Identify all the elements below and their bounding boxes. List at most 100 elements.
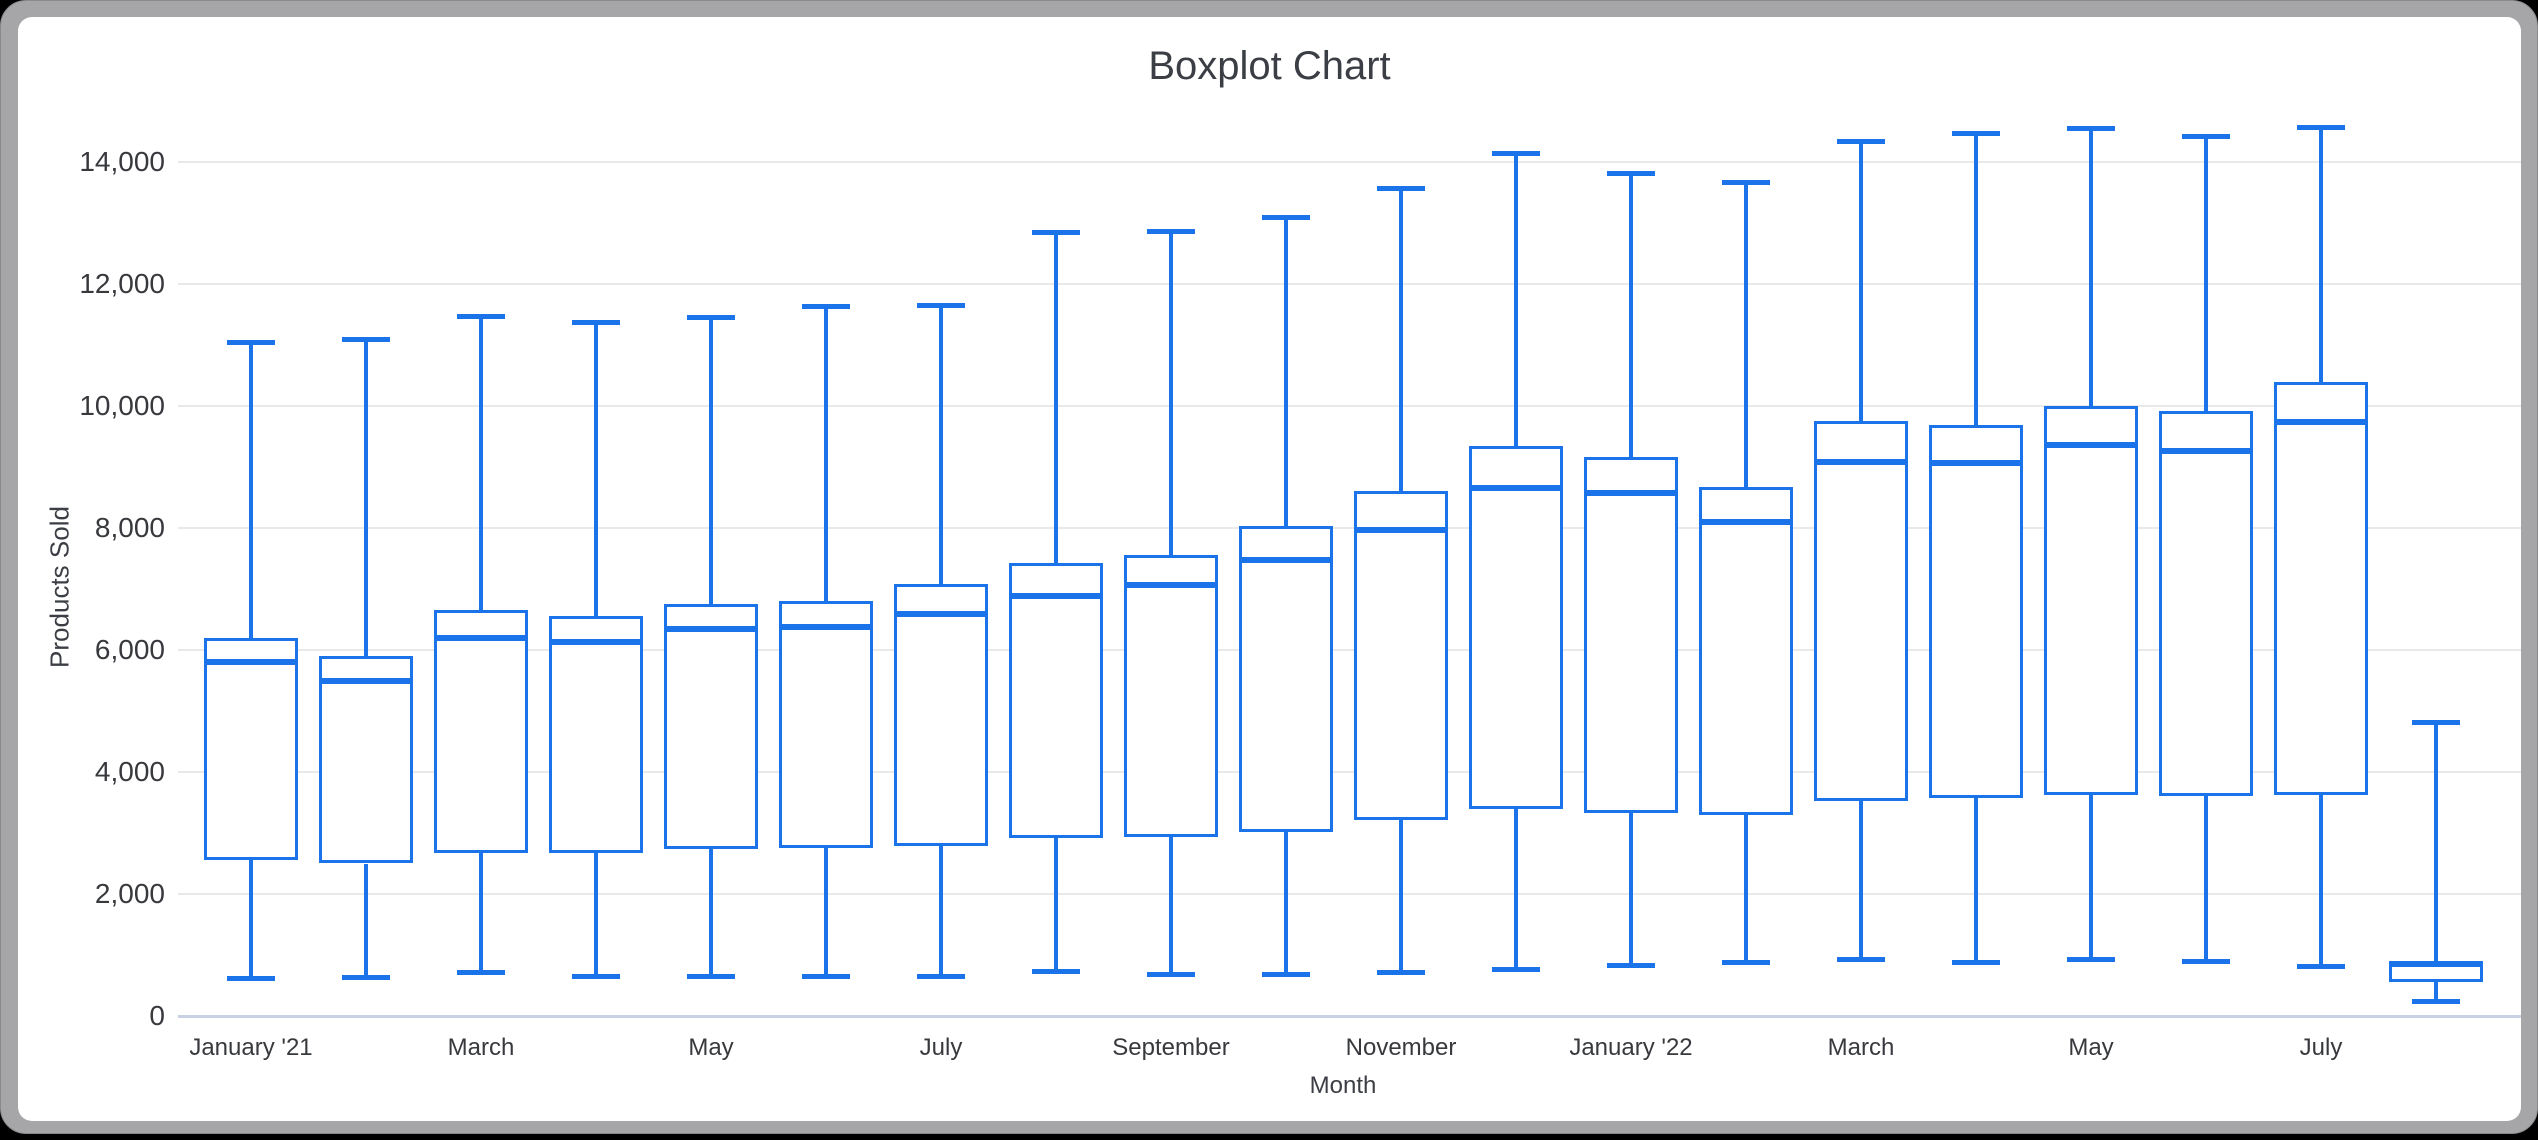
x-tick-label-7: July [919,1034,963,1061]
max-whisker-cap [1377,185,1425,191]
upper-whisker-line [1744,181,1748,488]
iqr-box [2159,410,2253,797]
min-whisker-cap [1722,960,1770,965]
min-whisker-cap [342,974,390,980]
median-line [779,624,873,631]
median-line [1929,460,2023,467]
min-whisker-cap [917,973,965,979]
iqr-box [894,584,988,847]
iqr-box [1009,563,1103,838]
median-line [1814,459,1908,466]
chart-title: Boxplot Chart [1148,44,1391,88]
median-line [894,611,988,617]
upper-whisker-line [709,316,713,605]
median-line [664,625,758,632]
min-whisker-cap [687,973,735,979]
gridline-6000 [178,649,2521,651]
max-whisker-cap [227,339,275,345]
chart-card: Boxplot Chart Products Sold Month 0 2,000… [18,17,2521,1121]
min-whisker-cap [1492,967,1540,973]
iqr-box [1814,420,1908,801]
y-tick-label-4000: 4,000 [94,756,165,787]
max-whisker-cap [2297,124,2345,130]
max-whisker-cap [1837,138,1885,144]
iqr-box [1354,491,1448,820]
min-whisker-cap [1262,971,1310,977]
iqr-box [434,610,528,853]
iqr-box [1469,446,1563,809]
min-whisker-cap [1952,960,2000,965]
upper-whisker-line [249,341,253,638]
median-line [1469,485,1563,492]
max-whisker-cap [342,336,390,342]
upper-whisker-line [1629,172,1633,458]
min-whisker-cap [802,973,850,979]
upper-whisker-line [2089,127,2093,406]
min-whisker-cap [2067,957,2115,963]
upper-whisker-line [1859,140,1863,421]
lower-whisker-line [2204,796,2208,962]
max-whisker-cap [2067,125,2115,131]
lower-whisker-line [1284,831,1288,974]
lower-whisker-line [1744,815,1748,962]
gridline-14000 [178,161,2521,163]
upper-whisker-line [2204,136,2208,411]
upper-whisker-line [1399,187,1403,492]
y-tick-label-8000: 8,000 [94,512,165,543]
min-whisker-cap [1607,962,1655,968]
iqr-box [1239,525,1333,832]
iqr-box [664,604,758,850]
max-whisker-cap [572,319,620,325]
lower-whisker-line [824,848,828,976]
gridline-10000 [178,405,2521,407]
lower-whisker-line [709,849,713,976]
x-tick-label-3: March [447,1034,515,1061]
max-whisker-cap [802,303,850,309]
min-whisker-cap [2182,959,2230,965]
lower-whisker-line [1974,798,1978,962]
gridline-4000 [178,771,2521,773]
median-line [2274,419,2368,426]
lower-whisker-line [2319,795,2323,966]
max-whisker-cap [1952,131,2000,137]
lower-whisker-line [939,846,943,976]
iqr-box [1929,424,2023,799]
min-whisker-cap [1032,968,1080,974]
min-whisker-cap [572,973,620,979]
upper-whisker-line [1284,216,1288,526]
max-whisker-cap [2182,134,2230,140]
lower-whisker-line [2434,981,2438,1002]
max-whisker-cap [457,314,505,320]
y-tick-label-10000: 10,000 [79,390,165,421]
iqr-box [2044,406,2138,796]
upper-whisker-line [1054,232,1058,564]
x-axis-title: Month [1309,1072,1377,1099]
lower-whisker-line [479,852,483,973]
median-line [1354,526,1448,533]
x-tick-label-17: May [2068,1034,2114,1061]
upper-whisker-line [2434,721,2438,962]
lower-whisker-line [249,860,253,979]
upper-whisker-line [479,316,483,611]
x-tick-label-15: March [1827,1034,1895,1061]
iqr-box [319,656,413,864]
x-tick-label-13: January '22 [1569,1034,1693,1061]
median-line [2159,447,2253,454]
gridline-2000 [178,893,2521,895]
lower-whisker-line [1629,812,1633,965]
median-line [2389,960,2483,967]
upper-whisker-line [1514,153,1518,447]
median-line [2044,442,2138,449]
min-whisker-cap [457,970,505,976]
x-tick-label-11: November [1345,1034,1457,1061]
lower-whisker-line [2089,795,2093,960]
gridline-12000 [178,283,2521,285]
iqr-box [779,601,873,849]
iqr-box [204,637,298,861]
x-tick-label-5: May [688,1034,734,1061]
min-whisker-cap [2412,999,2460,1005]
upper-whisker-line [939,304,943,585]
iqr-box [1699,487,1793,816]
median-line [319,677,413,684]
upper-whisker-line [2319,126,2323,382]
